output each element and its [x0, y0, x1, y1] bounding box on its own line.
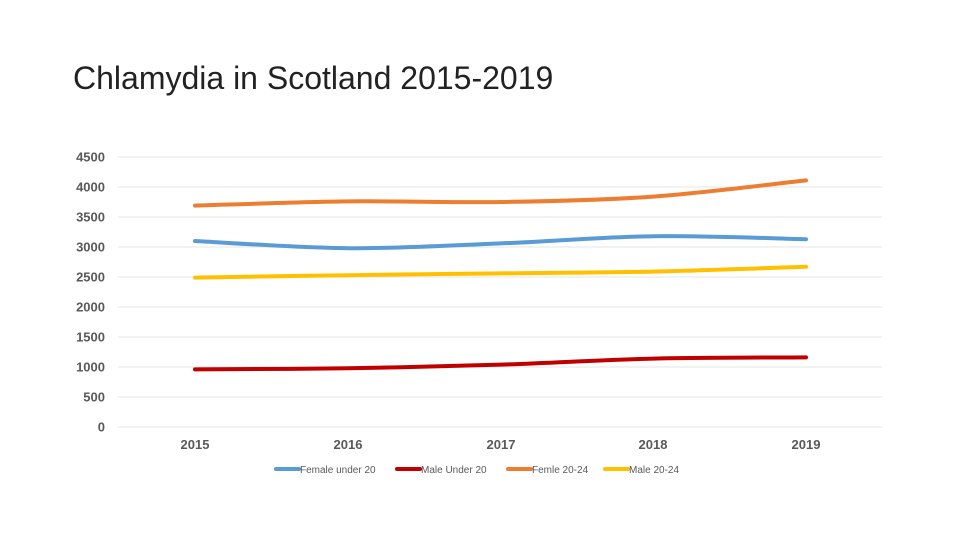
series-line-femle-20-24	[193, 178, 808, 208]
y-tick-label: 1500	[76, 330, 105, 345]
legend-label: Female under 20	[300, 465, 376, 476]
y-tick-label: 500	[83, 390, 105, 405]
y-tick-label: 2000	[76, 300, 105, 315]
legend-label: Femle 20-24	[532, 465, 589, 476]
x-axis-ticks: 2015 2016 2017 2018 2019	[181, 437, 821, 452]
y-tick-label: 4000	[76, 180, 105, 195]
series-lines	[193, 178, 808, 372]
series-line-female-under-20	[193, 234, 808, 251]
y-tick-label: 3000	[76, 240, 105, 255]
chart-title: Chlamydia in Scotland 2015-2019	[73, 60, 554, 96]
series-line-male-under-20	[193, 355, 808, 372]
y-tick-label: 0	[98, 420, 105, 435]
x-tick-label: 2015	[181, 437, 210, 452]
y-axis-ticks: 4500 4000 3500 3000 2500 2000 1500 1000 500 0	[76, 150, 105, 435]
x-tick-label: 2019	[792, 437, 821, 452]
legend-label: Male 20-24	[629, 465, 679, 476]
y-tick-label: 3500	[76, 210, 105, 225]
legend: Female under 20 Male Under 20 Femle 20-24 M…	[274, 465, 679, 476]
y-tick-label: 4500	[76, 150, 105, 165]
x-tick-label: 2018	[639, 437, 668, 452]
x-tick-label: 2016	[334, 437, 363, 452]
x-tick-label: 2017	[487, 437, 516, 452]
series-line-male-20-24	[193, 264, 808, 280]
y-tick-label: 1000	[76, 360, 105, 375]
y-tick-label: 2500	[76, 270, 105, 285]
legend-label: Male Under 20	[421, 465, 487, 476]
grid-lines	[118, 156, 882, 428]
